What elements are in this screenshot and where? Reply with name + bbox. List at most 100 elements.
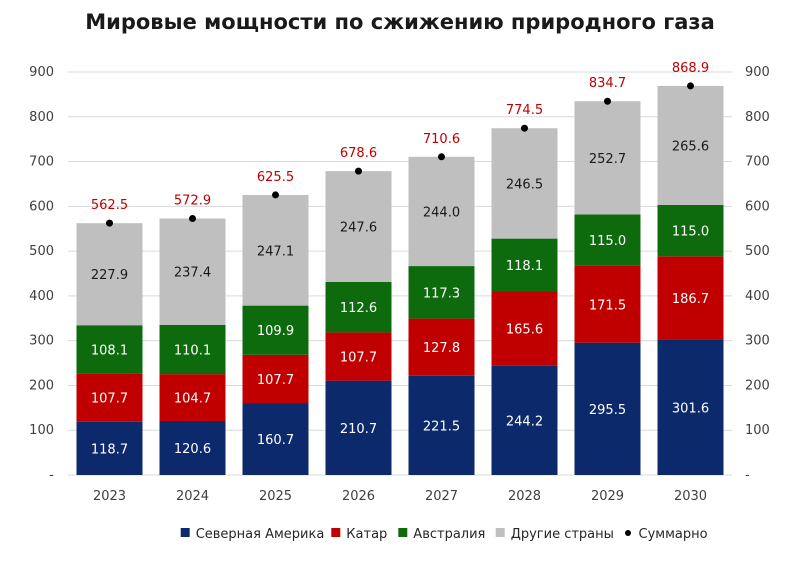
bar-segment-label: 246.5 — [506, 177, 543, 192]
bar-segment-label: 165.6 — [506, 323, 543, 338]
y-tick-label-left: 200 — [29, 378, 54, 393]
y-tick-label-left: 400 — [29, 289, 54, 304]
y-tick-label-right: 600 — [745, 199, 770, 214]
bar-segment-label: 127.8 — [423, 341, 460, 356]
bar-segment — [242, 305, 309, 355]
bar-segment — [574, 265, 641, 343]
bar-segment-label: 107.7 — [91, 392, 128, 407]
bar-segment — [491, 238, 558, 292]
legend-label: Австралия — [413, 527, 485, 542]
bar-segment — [408, 266, 475, 319]
bar-segment-label: 104.7 — [174, 392, 211, 407]
bar-segment — [159, 324, 226, 375]
legend-label: Суммарно — [639, 527, 708, 542]
y-tick-label-left: 600 — [29, 199, 54, 214]
bar-segment-label: 117.3 — [423, 286, 460, 301]
x-tick-label: 2026 — [342, 489, 375, 504]
y-tick-label-left: 500 — [29, 244, 54, 259]
bar-segment — [325, 380, 392, 475]
chart-title: Мировые мощности по сжижению природного … — [85, 10, 715, 34]
x-tick-label: 2024 — [176, 489, 209, 504]
bar-segment — [325, 171, 392, 283]
y-tick-label-left: - — [49, 468, 54, 483]
y-tick-label-right: 100 — [745, 423, 770, 438]
x-tick-label: 2029 — [591, 489, 624, 504]
bar-segment-label: 118.7 — [91, 442, 128, 457]
bar-segment-label: 247.6 — [340, 221, 377, 236]
y-tick-label-right: 700 — [745, 155, 770, 170]
total-label: 572.9 — [174, 193, 211, 208]
bar-segment-label: 115.0 — [672, 225, 709, 240]
bar-segment-label: 221.5 — [423, 419, 460, 434]
total-label: 625.5 — [257, 170, 294, 185]
total-marker — [355, 167, 362, 175]
bar-segment-label: 252.7 — [589, 152, 626, 167]
total-marker — [189, 214, 196, 222]
x-tick-label: 2027 — [425, 489, 458, 504]
bar-segment — [574, 342, 641, 475]
bar-segment-label: 247.1 — [257, 244, 294, 259]
bar-segment-label: 160.7 — [257, 433, 294, 448]
legend-dot — [625, 530, 631, 536]
bar-segment — [325, 332, 392, 381]
legend-swatch — [398, 528, 408, 537]
bar-segment-label: 186.7 — [672, 292, 709, 307]
x-tick-label: 2028 — [508, 489, 541, 504]
total-label: 868.9 — [672, 61, 709, 76]
bar-segment — [242, 354, 309, 404]
bar-segment — [159, 374, 226, 421]
bar-segment — [657, 85, 724, 205]
bar-segment — [491, 291, 558, 366]
bar-segment — [325, 282, 392, 333]
bar-segment — [159, 218, 226, 325]
bar-segment-label: 301.6 — [672, 401, 709, 416]
x-tick-label: 2030 — [674, 489, 707, 504]
total-marker — [521, 124, 528, 132]
legend-swatch — [180, 528, 190, 537]
y-tick-label-left: 700 — [29, 155, 54, 170]
legend-label: Катар — [346, 527, 387, 542]
y-tick-label-right: 900 — [745, 65, 770, 80]
y-tick-label-right: 800 — [745, 110, 770, 125]
total-marker — [272, 191, 279, 199]
bar-segment-label: 107.7 — [257, 373, 294, 388]
bar-segment — [657, 339, 724, 475]
bar-segment-label: 227.9 — [91, 268, 128, 283]
bar-segment — [574, 101, 641, 215]
legend-label: Другие страны — [511, 527, 614, 542]
y-tick-label-left: 900 — [29, 65, 54, 80]
y-tick-label-right: 200 — [745, 378, 770, 393]
bar-segment-label: 108.1 — [91, 343, 128, 358]
total-label: 710.6 — [423, 132, 460, 147]
bar-segment-label: 112.6 — [340, 301, 377, 316]
y-tick-label-left: 300 — [29, 334, 54, 349]
total-marker — [604, 97, 611, 105]
bar-segment-label: 210.7 — [340, 422, 377, 437]
bar-segment-label: 265.6 — [672, 139, 709, 154]
bar-segment — [76, 421, 143, 475]
bar-segment — [76, 223, 143, 326]
bar-segment — [76, 373, 143, 422]
bar-segment — [491, 128, 558, 239]
bar-segment — [574, 214, 641, 266]
total-label: 678.6 — [340, 146, 377, 161]
legend-swatch — [331, 528, 341, 537]
bar-segment-label: 244.0 — [423, 205, 460, 220]
bar-segment-label: 120.6 — [174, 442, 211, 457]
y-tick-label-left: 100 — [29, 423, 54, 438]
bar-segment-label: 295.5 — [589, 403, 626, 418]
bar-segment-label: 171.5 — [589, 298, 626, 313]
total-label: 562.5 — [91, 198, 128, 213]
bar-segment-label: 115.0 — [589, 234, 626, 249]
bar-segment-label: 107.7 — [340, 351, 377, 366]
bar-segment — [242, 403, 309, 475]
legend-label: Северная Америка — [196, 527, 325, 542]
total-marker — [106, 219, 113, 227]
bar-segment-label: 109.9 — [257, 324, 294, 339]
y-tick-label-right: 500 — [745, 244, 770, 259]
bar-segment — [408, 375, 475, 475]
x-tick-label: 2025 — [259, 489, 292, 504]
bar-segment-label: 118.1 — [506, 259, 543, 274]
y-tick-label-right: 300 — [745, 334, 770, 349]
